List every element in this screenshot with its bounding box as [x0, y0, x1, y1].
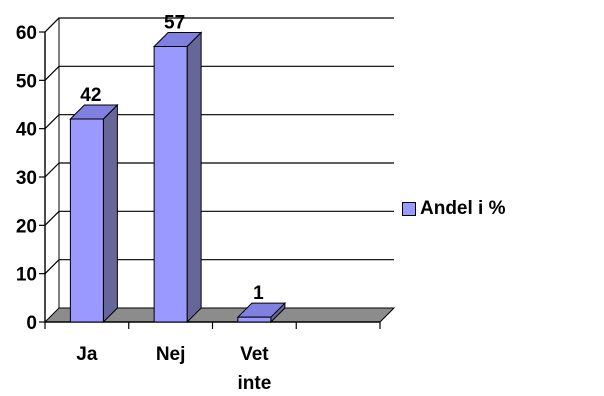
- category-label: Vet inte: [237, 344, 271, 394]
- y-tick-label: 40: [16, 120, 37, 141]
- y-tick-label: 50: [16, 71, 37, 92]
- bar-front: [237, 316, 272, 323]
- y-tick-label: 20: [16, 216, 37, 237]
- data-label: 1: [253, 283, 264, 304]
- bar-side: [186, 31, 202, 324]
- y-tick-label: 10: [16, 265, 37, 286]
- category-labels: Ja Nej Vet inte: [76, 344, 271, 394]
- bar: [152, 31, 203, 324]
- bar: [69, 103, 119, 324]
- y-tick-label: 30: [16, 168, 37, 189]
- bar-side: [102, 103, 118, 324]
- y-axis-top-edge: [44, 17, 60, 33]
- legend-swatch: [402, 202, 416, 216]
- y-axis-ticks: 0 10 20 30 40 50 60: [16, 23, 45, 334]
- bar: [236, 301, 287, 324]
- bars: [69, 31, 287, 324]
- y-tick-label: 60: [16, 23, 37, 44]
- y-tick-label: 0: [26, 313, 37, 334]
- legend: Andel i %: [402, 198, 506, 220]
- data-label: 57: [164, 13, 185, 34]
- gridline: [44, 65, 394, 81]
- data-label: 42: [80, 85, 101, 106]
- bar-front: [69, 118, 104, 323]
- bar-front: [153, 46, 188, 323]
- category-label: Ja: [76, 344, 98, 365]
- data-labels: 42 57 1: [80, 13, 264, 305]
- legend-label: Andel i %: [420, 198, 506, 219]
- gridline: [44, 17, 394, 33]
- category-label: Nej: [156, 344, 186, 365]
